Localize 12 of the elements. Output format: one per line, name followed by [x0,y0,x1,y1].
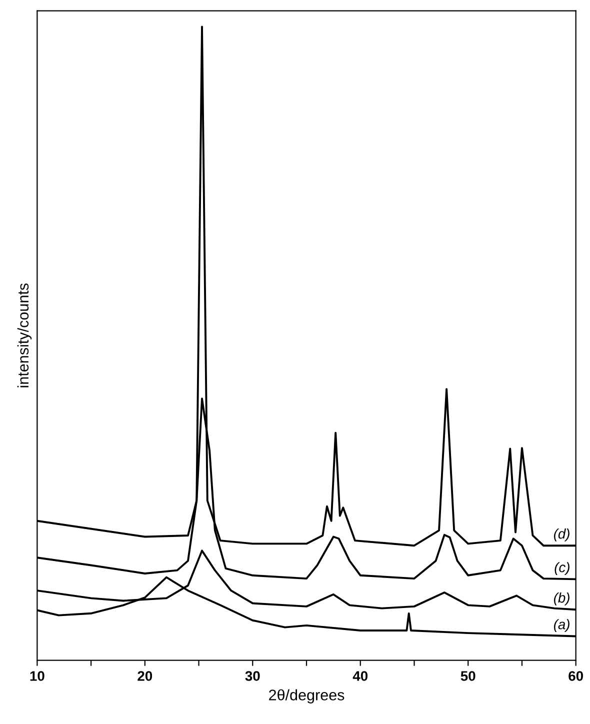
x-axis-title: 2θ/degrees [269,689,344,704]
x-tick-label: 50 [460,671,476,681]
series-label: (b) [554,592,570,606]
series-label: (a) [554,619,570,632]
x-tick-label: 40 [352,671,368,681]
x-tick-label: 20 [138,671,152,681]
x-tick-label: 10 [30,671,44,681]
series-label: (d) [554,528,570,542]
series-label: (c) [554,562,570,576]
y-axis-title: intensity/counts [17,283,32,388]
x-tick-label: 30 [245,671,260,681]
x-tick-label: 60 [568,671,583,681]
